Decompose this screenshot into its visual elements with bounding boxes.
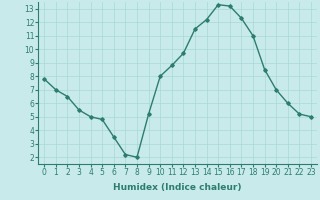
X-axis label: Humidex (Indice chaleur): Humidex (Indice chaleur) — [113, 183, 242, 192]
